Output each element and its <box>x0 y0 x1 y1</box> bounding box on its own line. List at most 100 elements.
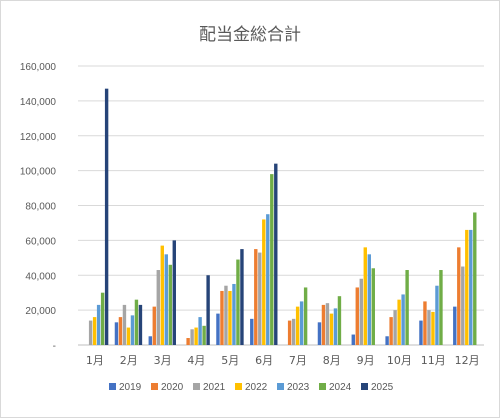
bar-2021-12 <box>461 266 465 345</box>
bar-2023-2 <box>130 315 135 345</box>
x-tick-label: 3月 <box>154 354 172 367</box>
bar-2021-1 <box>88 320 93 345</box>
bar-2021-4 <box>190 329 194 345</box>
x-tick-label: 2月 <box>120 354 138 367</box>
bar-2024-1 <box>100 292 105 345</box>
y-tick-label: 40,000 <box>25 271 56 282</box>
bar-2019-2 <box>114 322 119 345</box>
bar-2020-7 <box>287 320 292 345</box>
bar-2023-12 <box>469 229 473 345</box>
bar-2022-2 <box>126 327 131 345</box>
bar-2019-10 <box>385 336 389 345</box>
bar-2019-8 <box>317 322 322 345</box>
x-tick-label: 12月 <box>455 354 480 367</box>
legend-swatch <box>235 383 242 390</box>
legend: 2019 2020 2021 2022 2023 2024 2025 <box>109 382 394 393</box>
bar-2020-5 <box>220 290 224 345</box>
bar-2024-2 <box>134 299 139 345</box>
legend-swatch <box>151 383 158 390</box>
bar-2024-8 <box>337 296 342 345</box>
x-tick-label: 1月 <box>86 354 104 367</box>
bar-2019-11 <box>419 320 423 345</box>
x-tick-label: 6月 <box>255 354 273 367</box>
legend-swatch <box>361 383 368 390</box>
bar-2021-8 <box>325 303 330 345</box>
bar-2024-10 <box>405 270 409 345</box>
bar-2025-2 <box>138 304 143 345</box>
bar-2024-5 <box>236 259 240 345</box>
bar-2020-8 <box>321 304 326 345</box>
bar-2021-9 <box>359 278 363 345</box>
bar-2022-4 <box>194 327 198 345</box>
bar-2023-6 <box>266 214 270 345</box>
legend-swatch <box>109 383 116 390</box>
bar-2019-5 <box>216 313 220 345</box>
x-tick-label: 10月 <box>387 354 412 367</box>
bar-2022-6 <box>262 219 266 345</box>
bar-2022-3 <box>160 245 164 345</box>
gridlines <box>78 65 484 346</box>
bar-2023-3 <box>164 254 168 345</box>
bars <box>88 88 477 345</box>
bar-2019-3 <box>148 336 152 345</box>
x-tick-label: 4月 <box>187 354 205 367</box>
legend-label: 2021 <box>203 382 226 393</box>
bar-2023-5 <box>232 283 236 345</box>
bar-2021-2 <box>122 304 127 345</box>
bar-2025-5 <box>240 249 244 345</box>
legend-swatch <box>319 383 326 390</box>
x-tick-label: 5月 <box>221 354 239 367</box>
y-tick-label: - <box>53 341 56 352</box>
bar-2022-11 <box>431 311 435 345</box>
bar-2022-7 <box>295 306 300 345</box>
bar-2025-6 <box>274 163 278 345</box>
x-tick-label: 8月 <box>323 354 341 367</box>
bar-2023-4 <box>198 317 202 345</box>
bar-2022-12 <box>465 229 469 345</box>
legend-label: 2024 <box>329 382 352 393</box>
bar-2024-12 <box>473 212 477 345</box>
bar-2023-9 <box>367 254 371 345</box>
legend-item-2023: 2023 <box>277 382 310 393</box>
legend-item-2025: 2025 <box>361 382 394 393</box>
bar-2023-1 <box>96 304 101 345</box>
x-axis: 1月 2月 3月 4月 5月 6月 7月 8月 9月 10月 11月 12月 <box>86 354 480 367</box>
legend-item-2020: 2020 <box>151 382 184 393</box>
x-tick-label: 11月 <box>421 354 446 367</box>
bar-2019-6 <box>250 318 254 345</box>
legend-label: 2019 <box>119 382 142 393</box>
y-tick-label: 120,000 <box>20 132 57 143</box>
bar-2023-8 <box>333 308 338 345</box>
legend-swatch <box>193 383 200 390</box>
bar-2020-12 <box>457 247 461 345</box>
bar-2022-1 <box>92 317 97 345</box>
bar-2023-11 <box>435 285 439 345</box>
legend-item-2019: 2019 <box>109 382 142 393</box>
legend-item-2021: 2021 <box>193 382 226 393</box>
chart-title: 配当金総合計 <box>199 25 301 45</box>
y-tick-label: 140,000 <box>20 97 57 108</box>
bar-2024-9 <box>371 268 375 345</box>
y-tick-label: 100,000 <box>20 167 57 178</box>
y-tick-label: 80,000 <box>25 202 56 213</box>
bar-2021-10 <box>393 310 397 345</box>
x-tick-label: 7月 <box>289 354 307 367</box>
bar-2025-4 <box>206 275 210 345</box>
bar-2021-7 <box>291 318 296 345</box>
y-tick-label: 20,000 <box>25 306 56 317</box>
bar-2020-4 <box>186 338 190 345</box>
legend-swatch <box>277 383 284 390</box>
bar-2024-11 <box>439 270 443 345</box>
bar-2021-5 <box>224 285 228 345</box>
bar-2024-4 <box>202 325 206 345</box>
bar-2019-12 <box>453 306 457 345</box>
bar-2020-2 <box>118 317 123 345</box>
bar-2023-7 <box>299 301 304 345</box>
bar-2022-8 <box>329 313 334 345</box>
bar-2021-3 <box>156 270 160 345</box>
bar-2020-11 <box>423 301 427 345</box>
bar-2020-3 <box>152 306 156 345</box>
bar-2020-9 <box>355 287 359 345</box>
y-tick-label: 160,000 <box>20 62 57 73</box>
bar-2025-1 <box>104 88 109 345</box>
